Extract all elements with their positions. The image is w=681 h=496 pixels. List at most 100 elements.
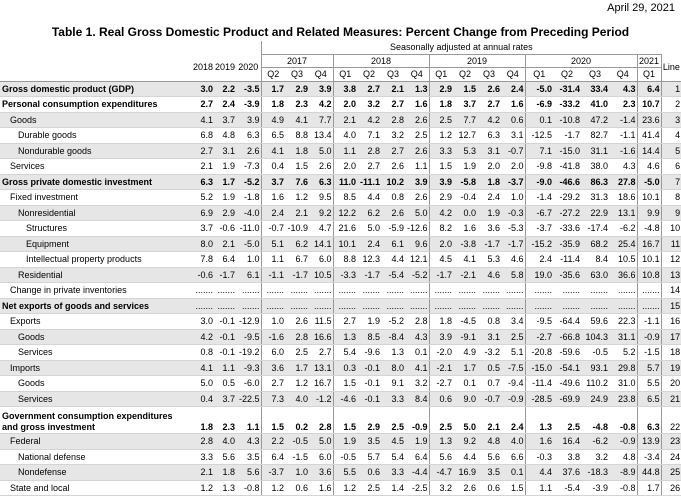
cell-value: 3.3	[381, 464, 405, 481]
cell-value: 2.1	[285, 205, 309, 221]
cell-value: 10.7	[636, 96, 662, 113]
cell-value: -3.5	[236, 81, 261, 97]
cell-value: -1.4	[609, 112, 637, 128]
cell-value: 2.7	[260, 375, 285, 392]
cell-value: -1.7	[285, 267, 309, 283]
cell-value: .......	[453, 298, 477, 314]
cell-value: 6.5	[636, 391, 662, 407]
cell-value: 3.2	[381, 127, 405, 144]
cell-value: 38.0	[581, 158, 609, 175]
cell-value: 5.3	[453, 143, 477, 159]
cell-value: 2.5	[501, 329, 525, 345]
cell-value: .......	[357, 282, 381, 299]
cell-value: 1.5	[332, 375, 357, 392]
cell-value: -0.5	[332, 449, 357, 465]
cell-value: 2.4	[357, 236, 381, 252]
cell-value: 1.0	[501, 189, 525, 206]
cell-value: 2.7	[357, 158, 381, 175]
cell-value: 0.1	[453, 375, 477, 392]
table-row: Imports 4.1 1.1 -9.3 3.6 1.7 13.1 0.3 -0.1 8.0 4.1…	[0, 360, 681, 376]
cell-value: 8.4	[581, 251, 609, 268]
cell-value: 2.8	[309, 406, 333, 434]
cell-value: -0.8	[609, 406, 637, 434]
row-label: Imports	[0, 360, 192, 376]
cell-value: 1.6	[501, 96, 525, 113]
line-number: 18	[660, 344, 681, 361]
cell-value: 11.5	[309, 313, 333, 330]
cell-value: .......	[453, 282, 477, 299]
table-row: Durable goods 6.8 4.8 6.3 6.5 8.8 13.4 4.0 7.1 3.…	[0, 127, 681, 144]
cell-value: .......	[309, 298, 333, 314]
cell-value: 82.7	[581, 127, 609, 144]
row-label: Structures	[0, 220, 192, 237]
row-label: Services	[0, 344, 192, 361]
header-row: Q2 Q3 Q4 Q1 Q2 Q3 Q4 Q1 Q2 Q3 Q4 Q1 Q2 Q3 Q4 Q1	[0, 67, 681, 82]
cell-value: .......	[581, 282, 609, 299]
line-number: 6	[660, 158, 681, 175]
cell-value: 21.6	[332, 220, 357, 237]
cell-value: -1.6	[609, 143, 637, 159]
cell-value: 5.2	[609, 344, 637, 361]
cell-value: 1.3	[332, 329, 357, 345]
cell-value: -0.5	[285, 433, 309, 450]
cell-value: -2.1	[428, 360, 453, 376]
row-label: Goods	[0, 375, 192, 392]
quarter: Q2	[357, 67, 381, 82]
cell-value: 5.5	[636, 375, 662, 392]
cell-value: -0.7	[477, 391, 501, 407]
cell-value: 23.8	[609, 391, 637, 407]
row-label: Gross domestic product (GDP)	[0, 81, 192, 97]
cell-value: 41.0	[581, 96, 609, 113]
cell-value: 1.3	[381, 344, 405, 361]
cell-value: 1.1	[332, 143, 357, 159]
cell-value: .......	[285, 282, 309, 299]
quarter: Q3	[285, 67, 309, 82]
cell-value: 2.4	[524, 251, 553, 268]
cell-value: 3.3	[192, 449, 214, 465]
table-title: Table 1. Real Gross Domestic Product and…	[51, 25, 630, 39]
cell-value: -54.1	[553, 360, 581, 376]
cell-value: 3.0	[192, 313, 214, 330]
cell-value: 93.1	[581, 360, 609, 376]
cell-value: .......	[428, 282, 453, 299]
cell-value: 5.6	[214, 449, 236, 465]
quarter: Q4	[501, 67, 525, 82]
cell-value: 1.5	[260, 406, 285, 434]
cell-value: 4.9	[453, 344, 477, 361]
cell-value: 1.2	[285, 375, 309, 392]
cell-value: .......	[236, 298, 261, 314]
cell-value: 4.0	[332, 127, 357, 144]
cell-value: 3.7	[214, 112, 236, 128]
cell-value: -4.4	[405, 464, 429, 481]
line-number: 20	[660, 375, 681, 392]
cell-value: 10.1	[332, 236, 357, 252]
cell-value: 2.0	[332, 96, 357, 113]
cell-value: 1.8	[285, 143, 309, 159]
cell-value: 7.6	[285, 174, 309, 190]
cell-value: -5.4	[553, 480, 581, 496]
cell-value: 2.7	[381, 96, 405, 113]
table-row: Goods 4.1 3.7 3.9 4.9 4.1 7.7 2.1 4.2 2.8 2.6 2.5 7.…	[0, 112, 681, 128]
cell-value: -5.2	[236, 174, 261, 190]
cell-value: 2.5	[357, 480, 381, 496]
cell-value: 1.3	[524, 406, 553, 434]
cell-value: 6.4	[214, 251, 236, 268]
quarter: Q3	[477, 67, 501, 82]
cell-value: 1.1	[236, 406, 261, 434]
table-row: Change in private inventories...........…	[0, 282, 681, 299]
line-number: 1	[660, 81, 681, 97]
cell-value: .......	[553, 282, 581, 299]
cell-value: -8.4	[381, 329, 405, 345]
cell-value: -9.5	[524, 313, 553, 330]
cell-value: -1.1	[260, 267, 285, 283]
cell-value: -0.8	[609, 480, 637, 496]
cell-value: 2.5	[381, 406, 405, 434]
cell-value: -28.5	[524, 391, 553, 407]
row-label: Equipment	[0, 236, 192, 252]
cell-value: .......	[636, 298, 662, 314]
cell-value: 1.6	[524, 433, 553, 450]
cell-value: -0.9	[405, 406, 429, 434]
cell-value: 2.0	[428, 236, 453, 252]
cell-value: 0.6	[477, 480, 501, 496]
cell-value: -0.1	[357, 375, 381, 392]
